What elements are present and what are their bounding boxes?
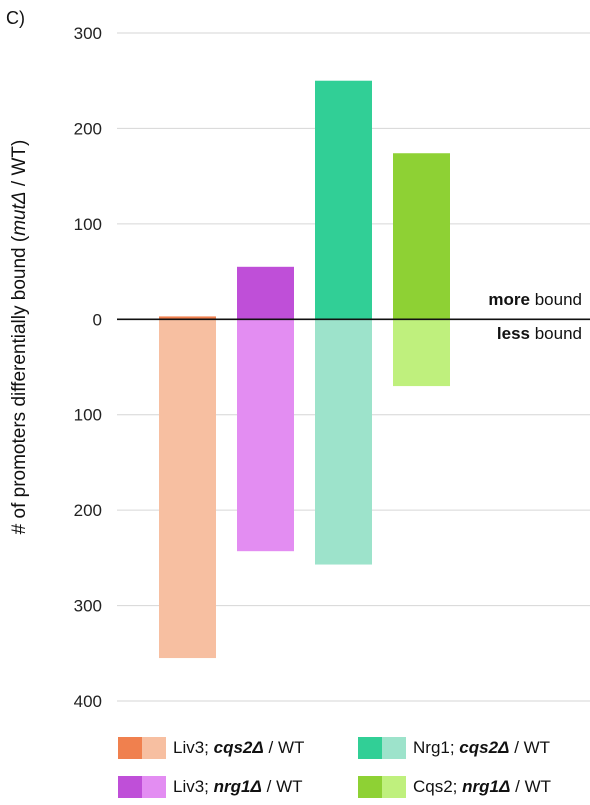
swatch-less bbox=[142, 776, 166, 798]
legend-text-suffix: / WT bbox=[261, 777, 303, 796]
legend-swatch bbox=[358, 776, 406, 798]
legend-swatch bbox=[118, 737, 166, 759]
legend-item-nrg1-cqs2: Nrg1; cqs2Δ / WT bbox=[358, 737, 550, 759]
legend-text-italic: cqs2Δ bbox=[213, 738, 264, 757]
less-bound-annotation: less bound bbox=[497, 324, 582, 343]
legend-text-italic: nrg1Δ bbox=[213, 777, 262, 796]
y-tick-label: 200 bbox=[74, 119, 102, 138]
bar-less-bound bbox=[393, 319, 450, 387]
less-bold: less bbox=[497, 324, 530, 343]
legend-swatch bbox=[358, 737, 406, 759]
y-tick-label: 300 bbox=[74, 597, 102, 616]
swatch-more bbox=[358, 776, 382, 798]
swatch-less bbox=[382, 776, 406, 798]
legend-text-suffix: / WT bbox=[510, 777, 552, 796]
swatch-less bbox=[382, 737, 406, 759]
legend-text-prefix: Nrg1; bbox=[413, 738, 460, 757]
bar-more-bound bbox=[237, 266, 294, 320]
y-tick-label: 200 bbox=[74, 501, 102, 520]
legend-text-suffix: / WT bbox=[509, 738, 551, 757]
bar-less-bound bbox=[237, 319, 294, 552]
swatch-more bbox=[118, 776, 142, 798]
y-tick-label: 300 bbox=[74, 24, 102, 43]
y-tick-label: 0 bbox=[93, 310, 102, 329]
legend-text-prefix: Liv3; bbox=[173, 777, 214, 796]
more-bold: more bbox=[488, 290, 530, 309]
y-tick-labels: 300 200 100 0 100 200 300 400 bbox=[74, 24, 102, 711]
legend-item-cqs2-nrg1: Cqs2; nrg1Δ / WT bbox=[358, 776, 551, 798]
bar-more-bound bbox=[393, 153, 450, 320]
legend-item-liv3-nrg1: Liv3; nrg1Δ / WT bbox=[118, 776, 303, 798]
panel-label: C) bbox=[6, 8, 25, 28]
swatch-more bbox=[118, 737, 142, 759]
legend-text-suffix: / WT bbox=[263, 738, 305, 757]
legend-text-italic: nrg1Δ bbox=[462, 777, 511, 796]
bar-more-bound bbox=[159, 316, 216, 320]
legend-item-liv3-cqs2: Liv3; cqs2Δ / WT bbox=[118, 737, 304, 759]
bar-less-bound bbox=[159, 319, 216, 659]
bars bbox=[159, 80, 450, 659]
swatch-less bbox=[142, 737, 166, 759]
bar-less-bound bbox=[315, 319, 372, 565]
legend-text-prefix: Liv3; bbox=[173, 738, 214, 757]
bar-more-bound bbox=[315, 80, 372, 320]
legend-text-prefix: Cqs2; bbox=[413, 777, 463, 796]
less-rest: bound bbox=[530, 324, 582, 343]
bar-chart: 300 200 100 0 100 200 300 400 more bound less b… bbox=[74, 24, 590, 711]
more-rest: bound bbox=[530, 290, 582, 309]
y-tick-label: 400 bbox=[74, 692, 102, 711]
more-bound-annotation: more bound bbox=[488, 290, 582, 309]
legend-swatch bbox=[118, 776, 166, 798]
y-tick-label: 100 bbox=[74, 406, 102, 425]
swatch-more bbox=[358, 737, 382, 759]
legend-text-italic: cqs2Δ bbox=[459, 738, 510, 757]
y-tick-label: 100 bbox=[74, 215, 102, 234]
